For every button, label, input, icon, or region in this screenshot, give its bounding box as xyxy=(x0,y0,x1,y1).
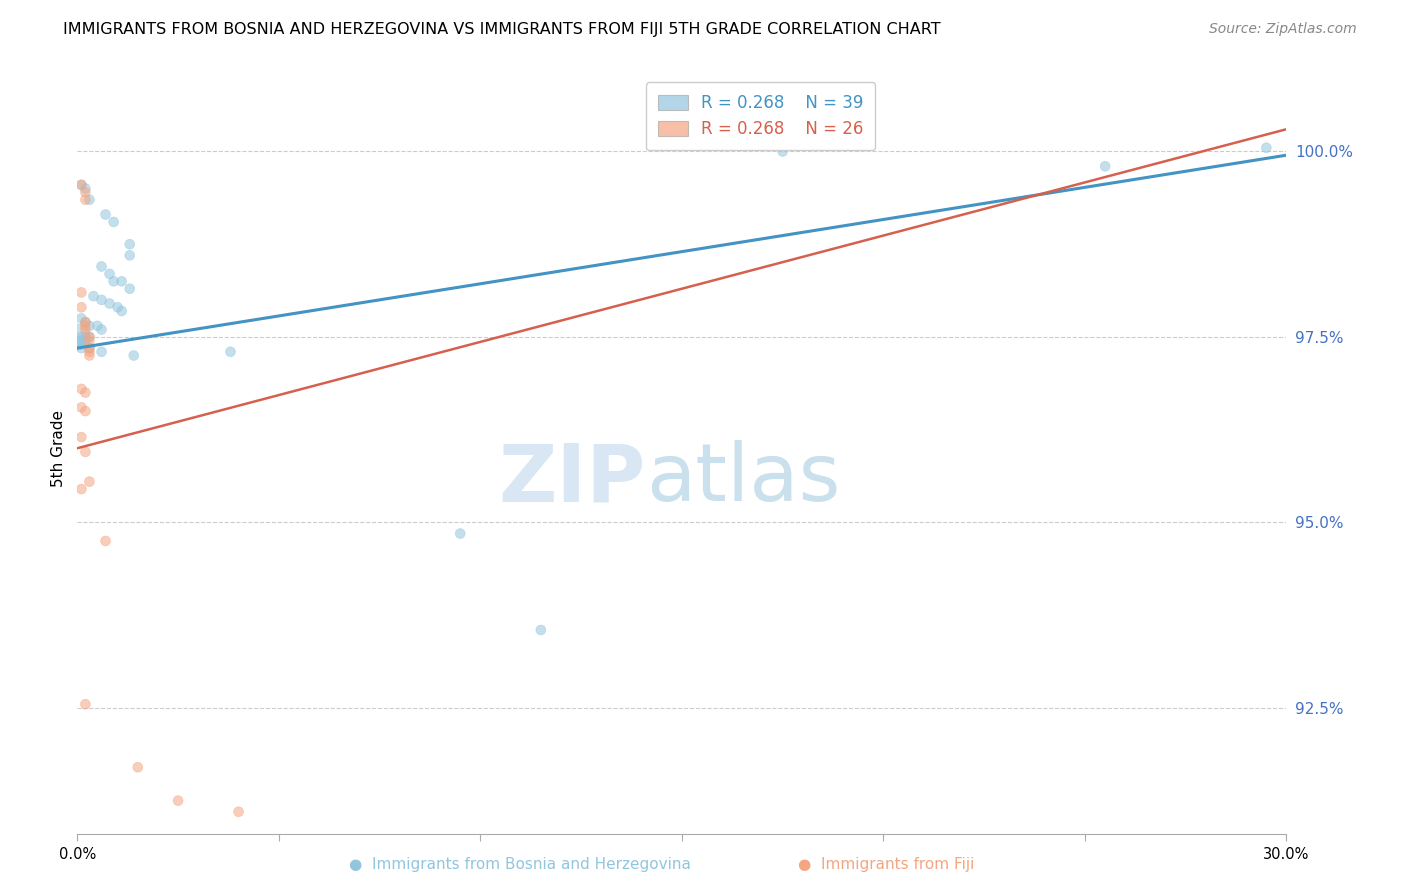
Point xyxy=(70,178,93,192)
Point xyxy=(107,300,129,314)
Point xyxy=(70,401,93,415)
Point xyxy=(70,300,93,314)
Point xyxy=(1256,141,1278,155)
Text: IMMIGRANTS FROM BOSNIA AND HERZEGOVINA VS IMMIGRANTS FROM FIJI 5TH GRADE CORRELA: IMMIGRANTS FROM BOSNIA AND HERZEGOVINA V… xyxy=(63,22,941,37)
Point xyxy=(167,794,190,808)
Point xyxy=(70,482,93,496)
Text: atlas: atlas xyxy=(645,440,839,518)
Point xyxy=(66,330,89,344)
Point xyxy=(75,445,97,459)
Point xyxy=(449,526,471,541)
Point xyxy=(86,318,108,333)
Point xyxy=(70,430,93,444)
Point xyxy=(1094,159,1116,173)
Point xyxy=(90,293,112,307)
Point xyxy=(79,349,101,363)
Legend: R = 0.268    N = 39, R = 0.268    N = 26: R = 0.268 N = 39, R = 0.268 N = 26 xyxy=(645,82,875,150)
Point xyxy=(70,341,93,355)
Point xyxy=(228,805,250,819)
Point xyxy=(75,186,97,200)
Point xyxy=(90,344,112,359)
Point xyxy=(118,282,141,296)
Point xyxy=(118,237,141,252)
Point xyxy=(75,315,97,329)
Point xyxy=(98,296,121,310)
Point xyxy=(79,334,101,348)
Text: ●  Immigrants from Bosnia and Herzegovina: ● Immigrants from Bosnia and Herzegovina xyxy=(349,857,692,872)
Point xyxy=(94,208,117,222)
Point xyxy=(75,385,97,400)
Point xyxy=(75,697,97,711)
Point xyxy=(111,274,134,288)
Point xyxy=(75,315,97,329)
Text: ●  Immigrants from Fiji: ● Immigrants from Fiji xyxy=(797,857,974,872)
Point xyxy=(530,623,553,637)
Point xyxy=(79,341,101,355)
Point xyxy=(70,334,93,348)
Point xyxy=(90,260,112,274)
Point xyxy=(70,285,93,300)
Point xyxy=(772,145,794,159)
Point xyxy=(103,215,125,229)
Point xyxy=(98,267,121,281)
Point xyxy=(111,304,134,318)
Text: Source: ZipAtlas.com: Source: ZipAtlas.com xyxy=(1209,22,1357,37)
Point xyxy=(79,344,101,359)
Point xyxy=(75,193,97,207)
Point xyxy=(75,334,97,348)
Text: 30.0%: 30.0% xyxy=(1264,847,1309,863)
Point xyxy=(79,330,101,344)
Point xyxy=(70,178,93,192)
Point xyxy=(75,330,97,344)
Point xyxy=(70,337,93,351)
Text: 0.0%: 0.0% xyxy=(59,847,96,863)
Point xyxy=(75,322,97,336)
Point xyxy=(122,349,145,363)
Point xyxy=(219,344,242,359)
Point xyxy=(103,274,125,288)
Point xyxy=(94,533,117,548)
Point xyxy=(70,382,93,396)
Point xyxy=(79,475,101,489)
Point xyxy=(79,193,101,207)
Point xyxy=(79,341,101,355)
Point xyxy=(75,318,97,333)
Point xyxy=(82,289,104,303)
Point xyxy=(70,311,93,326)
Point xyxy=(79,318,101,333)
Text: ZIP: ZIP xyxy=(498,440,645,518)
Point xyxy=(127,760,149,774)
Y-axis label: 5th Grade: 5th Grade xyxy=(51,409,66,487)
Point xyxy=(118,248,141,262)
Point xyxy=(70,330,93,344)
Point xyxy=(79,330,101,344)
Point xyxy=(75,181,97,195)
Point xyxy=(90,322,112,336)
Point xyxy=(75,404,97,418)
